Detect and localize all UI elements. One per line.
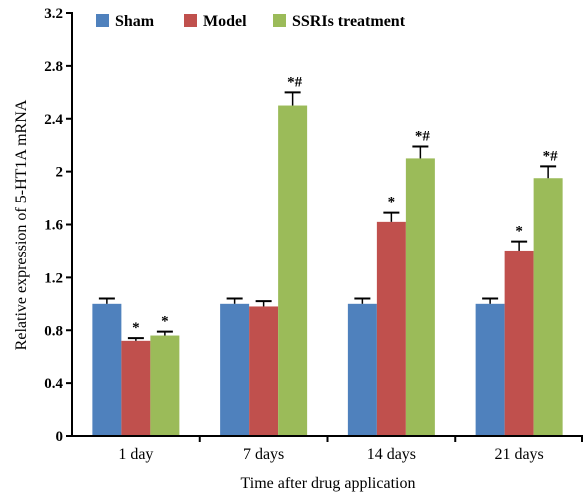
error-bars [98, 91, 557, 341]
x-axis-ticks: 1 day 7 days 14 days 21 days [118, 436, 583, 463]
y-tick-label: 2.8 [44, 59, 63, 75]
y-tick-label: 0 [56, 429, 64, 445]
y-axis-ticks: 0 0.4 0.8 1.2 1.6 2 2.4 2.8 3.2 [44, 6, 72, 445]
bar [121, 340, 151, 436]
legend-label: Model [203, 13, 247, 30]
x-axis-title: Time after drug application [241, 475, 416, 492]
x-tick-label: 7 days [243, 446, 284, 463]
bar [376, 221, 406, 436]
legend-swatch [273, 14, 286, 27]
significance-marker: * [515, 224, 523, 240]
y-axis-title: Relative expression of 5-HT1A mRNA [13, 99, 30, 350]
legend-label: SSRIs treatment [292, 13, 406, 30]
y-tick-label: 0.8 [44, 323, 63, 339]
bar [533, 178, 563, 436]
significance-marker: * [161, 314, 169, 330]
y-tick-label: 0.4 [44, 376, 63, 392]
bar [504, 250, 534, 436]
legend-swatch [96, 14, 109, 27]
bar [92, 303, 122, 436]
bar [347, 303, 377, 436]
y-tick-label: 1.2 [44, 270, 63, 286]
y-tick-label: 2 [56, 165, 64, 181]
bar [150, 335, 180, 436]
bar [249, 306, 279, 436]
legend-swatch [184, 14, 197, 27]
bar [405, 158, 435, 436]
x-tick-label: 21 days [494, 446, 543, 463]
bar [220, 303, 250, 436]
y-tick-label: 1.6 [44, 218, 63, 234]
significance-marker: * [388, 195, 396, 211]
x-tick-label: 1 day [118, 446, 153, 463]
legend: Sham Model SSRIs treatment [96, 13, 406, 30]
bars [92, 105, 563, 436]
legend-label: Sham [115, 13, 155, 30]
y-tick-label: 2.4 [44, 112, 63, 128]
significance-marker: *# [543, 148, 559, 164]
bar [278, 105, 308, 436]
significance-markers: * * *# * *# * *# [132, 74, 558, 336]
x-tick-label: 14 days [367, 446, 416, 463]
significance-marker: *# [415, 129, 431, 145]
significance-marker: * [132, 320, 140, 336]
bar [475, 303, 505, 436]
y-tick-label: 3.2 [44, 6, 63, 22]
significance-marker: *# [287, 74, 303, 90]
